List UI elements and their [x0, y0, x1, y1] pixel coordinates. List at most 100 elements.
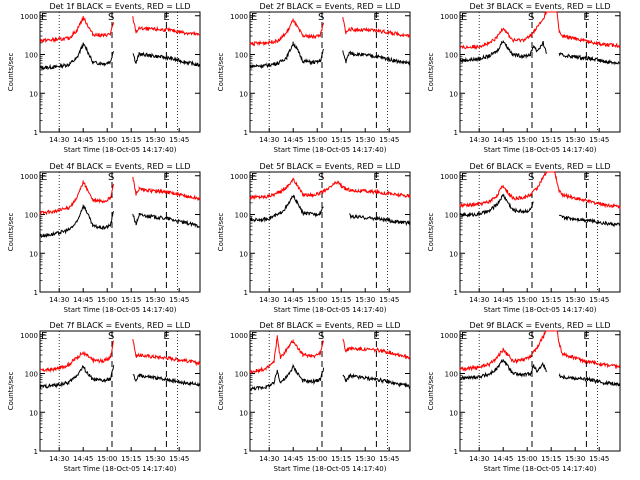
x-axis-label: Start Time (18-Oct-05 14:17:40): [484, 306, 597, 314]
x-tick-label: 14:45: [283, 455, 303, 463]
y-tick-label: 1: [34, 448, 38, 456]
series-events: [459, 40, 620, 66]
y-tick-label: 100: [25, 212, 38, 220]
plot-frame: [39, 171, 201, 293]
y-tick-label: 1000: [440, 173, 458, 181]
y-tick-label: 1000: [230, 332, 248, 340]
x-tick-label: 14:30: [469, 455, 489, 463]
marker-label-e: E: [163, 12, 169, 23]
marker-label-e: E: [373, 12, 379, 23]
x-tick-label: 15:00: [517, 455, 537, 463]
panel-title: Det 6f BLACK = Events, RED = LLD: [469, 162, 610, 171]
x-tick-label: 15:30: [565, 296, 585, 304]
panel-det-9: Det 9f BLACK = Events, RED = LLD 1 10 100 10…: [427, 321, 621, 473]
x-tick-label: 15:30: [355, 455, 375, 463]
y-tick-label: 100: [445, 371, 458, 379]
marker-label-s: S: [528, 172, 534, 183]
series-events: [459, 193, 621, 228]
y-tick-label: 10: [449, 409, 458, 417]
x-axis-label: Start Time (18-Oct-05 14:17:40): [64, 146, 177, 154]
x-tick-label: 14:30: [259, 296, 279, 304]
panel-det-1: Det 1f BLACK = Events, RED = LLD 1 10 100 10…: [7, 2, 201, 154]
panel-det-2: Det 2f BLACK = Events, RED = LLD 1 10 100 10…: [217, 2, 411, 154]
x-tick-label: 15:45: [379, 455, 399, 463]
x-tick-label: 14:45: [493, 455, 513, 463]
x-tick-label: 15:30: [145, 296, 165, 304]
x-axis-label: Start Time (18-Oct-05 14:17:40): [484, 465, 597, 473]
marker-label-e: E: [583, 331, 589, 342]
x-tick-label: 15:15: [121, 136, 141, 144]
plot-frame: [459, 11, 621, 133]
y-tick-label: 1000: [440, 13, 458, 21]
series-lld: [249, 177, 411, 201]
x-tick-label: 15:30: [145, 136, 165, 144]
panel-det-8: Det 8f BLACK = Events, RED = LLD 1 10 100 10…: [217, 321, 411, 473]
plot-frame: [459, 330, 621, 452]
x-tick-label: 15:15: [331, 136, 351, 144]
marker-label-e-left: E: [41, 12, 47, 23]
marker-label-e-left: E: [41, 172, 47, 183]
x-tick-label: 14:30: [469, 296, 489, 304]
y-axis-label: Counts/sec: [217, 53, 225, 92]
panel-title: Det 1f BLACK = Events, RED = LLD: [49, 2, 190, 11]
x-tick-label: 14:30: [49, 296, 69, 304]
x-tick-label: 15:30: [355, 136, 375, 144]
x-tick-label: 14:45: [73, 136, 93, 144]
x-tick-label: 15:15: [541, 136, 561, 144]
series-events: [249, 41, 411, 70]
y-axis-label: Counts/sec: [217, 213, 225, 252]
x-tick-label: 14:45: [493, 296, 513, 304]
x-tick-label: 15:00: [517, 136, 537, 144]
y-tick-label: 10: [239, 90, 248, 98]
marker-label-s: S: [528, 331, 534, 342]
y-axis-label: Counts/sec: [7, 213, 15, 252]
marker-label-e: E: [163, 172, 169, 183]
marker-label-s: S: [108, 172, 114, 183]
marker-label-e: E: [373, 331, 379, 342]
y-tick-label: 1000: [230, 173, 248, 181]
marker-label-s: S: [318, 172, 324, 183]
y-tick-label: 100: [235, 52, 248, 60]
series-events: [39, 42, 201, 71]
panel-title: Det 2f BLACK = Events, RED = LLD: [259, 2, 400, 11]
y-tick-label: 100: [235, 212, 248, 220]
x-axis-label: Start Time (18-Oct-05 14:17:40): [274, 306, 387, 314]
x-tick-label: 14:45: [73, 455, 93, 463]
y-axis-label: Counts/sec: [7, 372, 15, 411]
y-tick-label: 10: [239, 250, 248, 258]
y-axis-label: Counts/sec: [427, 213, 435, 252]
marker-label-e: E: [163, 331, 169, 342]
marker-label-e-left: E: [41, 331, 47, 342]
y-tick-label: 1000: [230, 13, 248, 21]
series-events: [249, 363, 411, 392]
series-events: [459, 358, 621, 387]
x-tick-label: 15:15: [331, 296, 351, 304]
x-tick-label: 15:45: [169, 455, 189, 463]
y-tick-label: 1: [244, 129, 248, 137]
marker-label-e-left: E: [461, 172, 467, 183]
x-axis-label: Start Time (18-Oct-05 14:17:40): [274, 465, 387, 473]
y-tick-label: 100: [445, 52, 458, 60]
plot-frame: [39, 11, 201, 133]
y-tick-label: 10: [449, 250, 458, 258]
series-events: [39, 364, 201, 389]
panel-title: Det 4f BLACK = Events, RED = LLD: [49, 162, 190, 171]
series-lld: [459, 171, 621, 209]
series-lld: [249, 17, 411, 47]
series-events: [39, 204, 201, 239]
marker-label-e-left: E: [251, 172, 257, 183]
series-lld: [249, 335, 411, 375]
y-tick-label: 10: [29, 409, 38, 417]
marker-label-s: S: [108, 12, 114, 23]
marker-label-e: E: [583, 172, 589, 183]
x-tick-label: 15:15: [331, 455, 351, 463]
x-tick-label: 15:00: [97, 455, 117, 463]
plot-frame: [249, 330, 411, 452]
y-tick-label: 10: [239, 409, 248, 417]
panel-det-3: Det 3f BLACK = Events, RED = LLD 1 10 100 10…: [427, 2, 621, 154]
marker-label-s: S: [528, 12, 534, 23]
y-axis-label: Counts/sec: [217, 372, 225, 411]
marker-label-e-left: E: [461, 331, 467, 342]
x-axis-label: Start Time (18-Oct-05 14:17:40): [64, 306, 177, 314]
